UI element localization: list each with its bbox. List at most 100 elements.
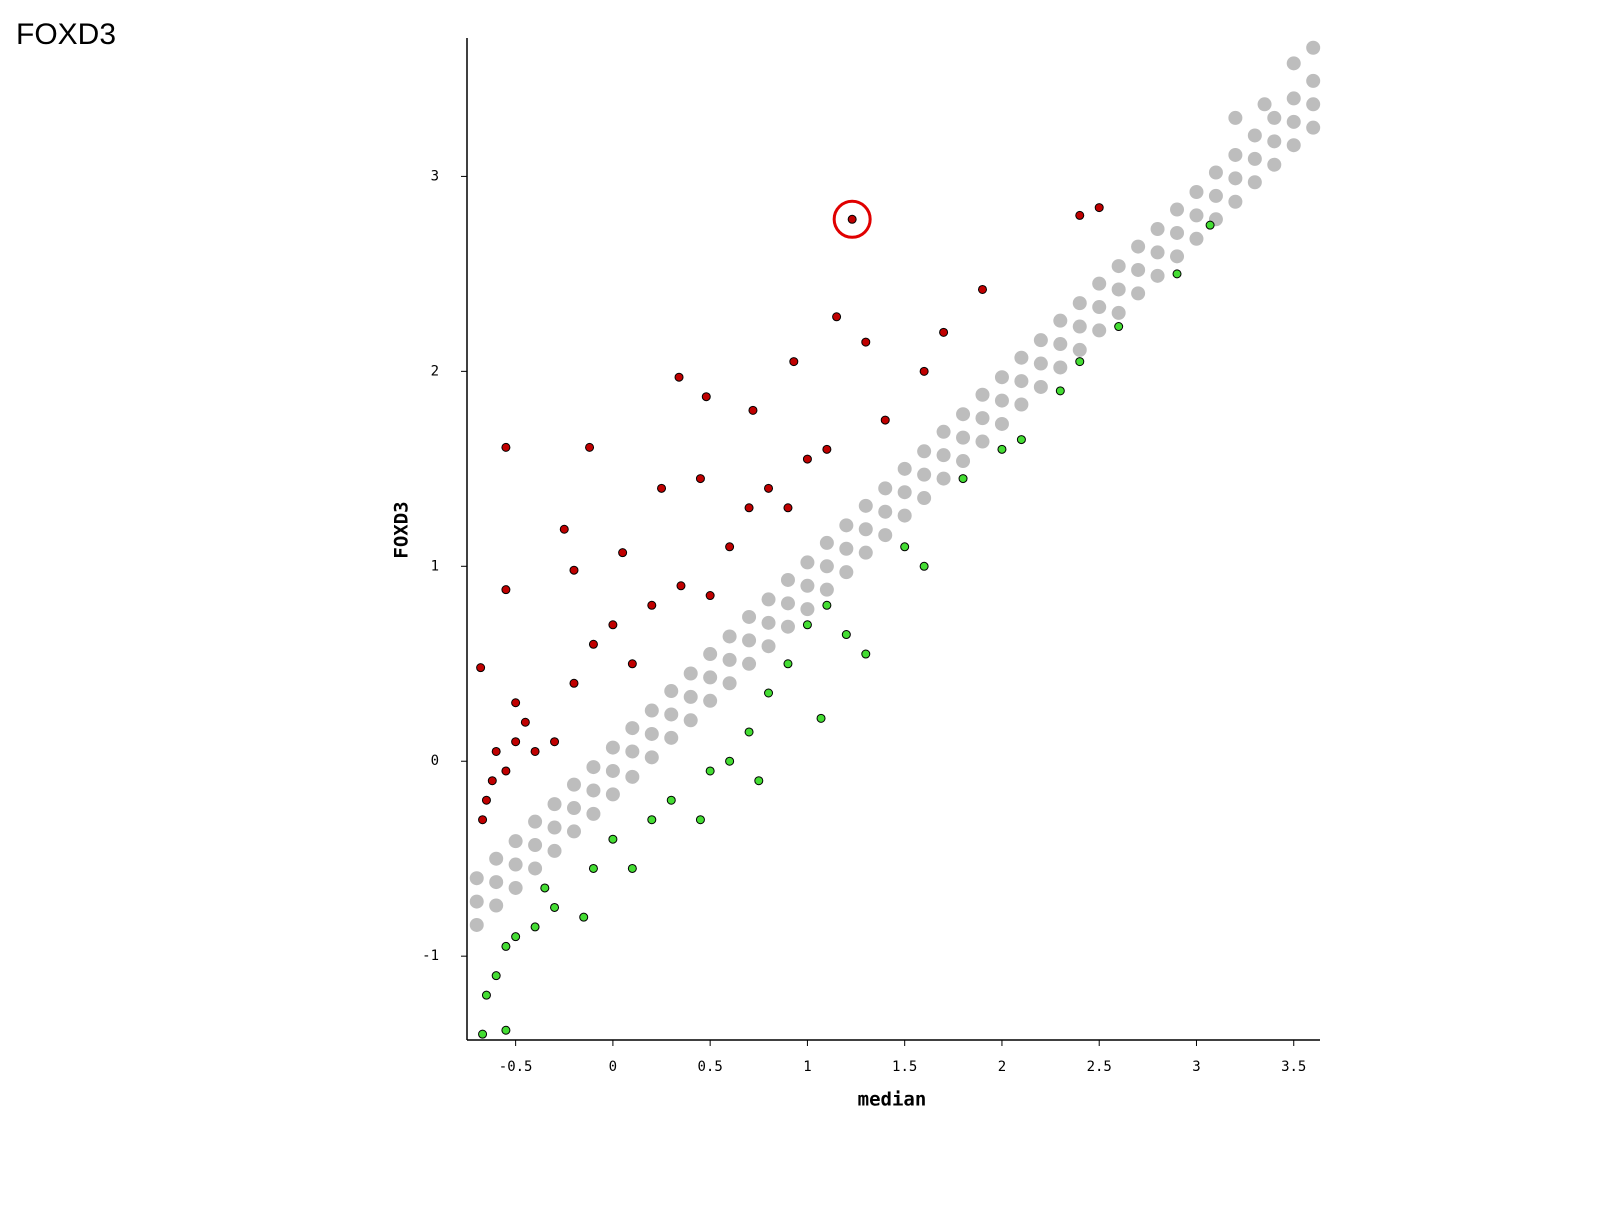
background-point xyxy=(469,917,484,932)
point xyxy=(1172,269,1182,279)
point xyxy=(569,678,579,688)
background-point xyxy=(625,769,640,784)
point xyxy=(783,503,793,513)
point xyxy=(822,444,832,454)
point xyxy=(511,932,521,942)
background-point xyxy=(1111,305,1126,320)
background-point xyxy=(1131,286,1146,301)
point xyxy=(847,214,857,224)
point xyxy=(789,357,799,367)
page-title: FOXD3 xyxy=(16,18,116,51)
point xyxy=(725,542,735,552)
background-point xyxy=(586,760,601,775)
background-point xyxy=(917,444,932,459)
point xyxy=(958,474,968,484)
background-point xyxy=(956,430,971,445)
background-point xyxy=(528,861,543,876)
y-tick-label: 1 xyxy=(431,558,439,574)
x-axis-title: median xyxy=(858,1089,927,1111)
background-point xyxy=(1247,151,1262,166)
background-point xyxy=(664,730,679,745)
background-point xyxy=(586,783,601,798)
background-point xyxy=(858,498,873,513)
background-point xyxy=(975,387,990,402)
point xyxy=(530,922,540,932)
background-point xyxy=(605,740,620,755)
background-point xyxy=(1247,175,1262,190)
point xyxy=(501,585,511,595)
background-point xyxy=(839,518,854,533)
background-point xyxy=(936,448,951,463)
background-point xyxy=(1170,202,1185,217)
point xyxy=(608,620,618,630)
background-point xyxy=(664,707,679,722)
background-point xyxy=(547,797,562,812)
background-point xyxy=(800,555,815,570)
background-point xyxy=(800,602,815,617)
background-point xyxy=(761,615,776,630)
point xyxy=(744,503,754,513)
background-point xyxy=(1189,208,1204,223)
background-point xyxy=(936,471,951,486)
point xyxy=(559,524,569,534)
point xyxy=(939,327,949,337)
background-point xyxy=(742,656,757,671)
background-point xyxy=(703,693,718,708)
background-point xyxy=(742,633,757,648)
background-point xyxy=(528,838,543,853)
point xyxy=(588,863,598,873)
point xyxy=(674,372,684,382)
background-point xyxy=(683,689,698,704)
point xyxy=(705,766,715,776)
background-point xyxy=(1053,360,1068,375)
x-tick-label: 1.5 xyxy=(892,1059,917,1075)
background-point xyxy=(605,787,620,802)
point xyxy=(695,815,705,825)
background-point xyxy=(1150,222,1165,237)
point xyxy=(1055,386,1065,396)
background-point xyxy=(644,750,659,765)
background-point xyxy=(1131,262,1146,277)
x-tick-label: 3 xyxy=(1192,1059,1200,1075)
background-point xyxy=(605,763,620,778)
point xyxy=(647,815,657,825)
point xyxy=(666,795,676,805)
point xyxy=(585,442,595,452)
point xyxy=(841,630,851,640)
point xyxy=(802,620,812,630)
background-point xyxy=(975,411,990,426)
point xyxy=(491,971,501,981)
point xyxy=(627,863,637,873)
background-point xyxy=(1111,259,1126,274)
background-point xyxy=(508,857,523,872)
point xyxy=(783,659,793,669)
background-point xyxy=(917,491,932,506)
point xyxy=(487,776,497,786)
background-point xyxy=(1053,313,1068,328)
x-tick-label: 0.5 xyxy=(698,1059,723,1075)
background-point xyxy=(897,485,912,500)
background-point xyxy=(644,726,659,741)
background-point xyxy=(1228,194,1243,209)
point xyxy=(1075,210,1085,220)
background-point xyxy=(1170,249,1185,264)
background-point xyxy=(469,894,484,909)
point xyxy=(550,737,560,747)
point xyxy=(725,756,735,766)
background-point xyxy=(839,541,854,556)
background-point xyxy=(1267,157,1282,172)
background-point xyxy=(1150,245,1165,260)
point xyxy=(1205,220,1215,230)
point xyxy=(1094,203,1104,213)
background-point xyxy=(994,370,1009,385)
point xyxy=(588,639,598,649)
background-point xyxy=(878,528,893,543)
background-point xyxy=(994,416,1009,431)
point xyxy=(481,795,491,805)
point xyxy=(501,766,511,776)
point xyxy=(647,600,657,610)
background-point xyxy=(780,596,795,611)
background-point xyxy=(839,565,854,580)
background-point xyxy=(566,824,581,839)
background-point xyxy=(586,806,601,821)
